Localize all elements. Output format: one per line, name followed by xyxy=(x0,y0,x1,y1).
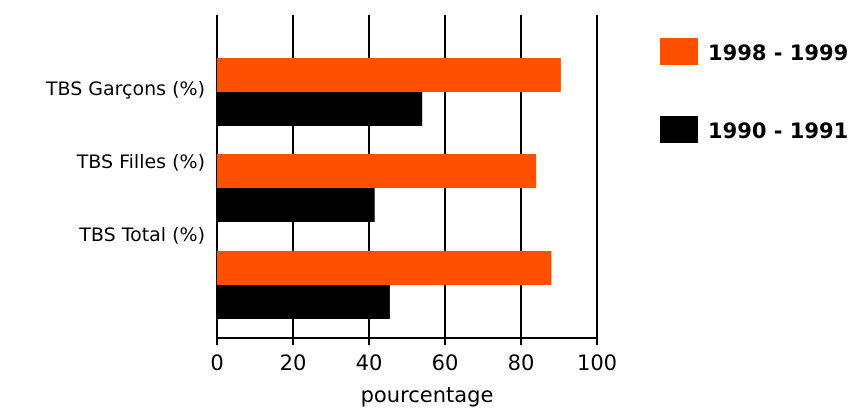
x-tick-label: 0 xyxy=(210,351,223,375)
bar-0-0 xyxy=(217,58,561,92)
legend-label: 1998 - 1999 xyxy=(708,41,848,65)
x-axis: 0 20 40 60 80 100 xyxy=(210,337,617,375)
bar-1-1 xyxy=(217,188,375,222)
y-axis: TBS Garçons (%) TBS Filles (%) TBS Total (… xyxy=(45,78,205,246)
x-tick-label: 100 xyxy=(577,351,617,375)
bar-1-0 xyxy=(217,154,537,188)
bar-0-1 xyxy=(217,92,423,126)
bar-2-0 xyxy=(217,251,552,285)
category-label: TBS Filles (%) xyxy=(76,151,205,173)
legend-swatch-0 xyxy=(660,38,698,65)
bar-2-1 xyxy=(217,285,390,319)
category-label: TBS Total (%) xyxy=(78,224,205,246)
legend: 1998 - 1999 1990 - 1991 xyxy=(660,38,848,143)
x-tick-label: 60 xyxy=(432,351,459,375)
x-tick-label: 20 xyxy=(280,351,307,375)
category-label: TBS Garçons (%) xyxy=(45,78,205,100)
legend-swatch-1 xyxy=(660,116,698,143)
x-tick-label: 80 xyxy=(508,351,535,375)
x-tick-label: 40 xyxy=(356,351,383,375)
x-axis-title: pourcentage xyxy=(361,383,494,407)
legend-label: 1990 - 1991 xyxy=(708,119,848,143)
bars xyxy=(217,58,561,319)
